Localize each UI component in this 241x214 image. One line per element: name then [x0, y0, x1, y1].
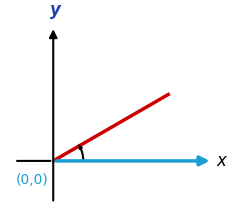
- Text: (0,0): (0,0): [16, 173, 49, 187]
- Text: y: y: [50, 1, 60, 19]
- Text: x: x: [217, 152, 227, 170]
